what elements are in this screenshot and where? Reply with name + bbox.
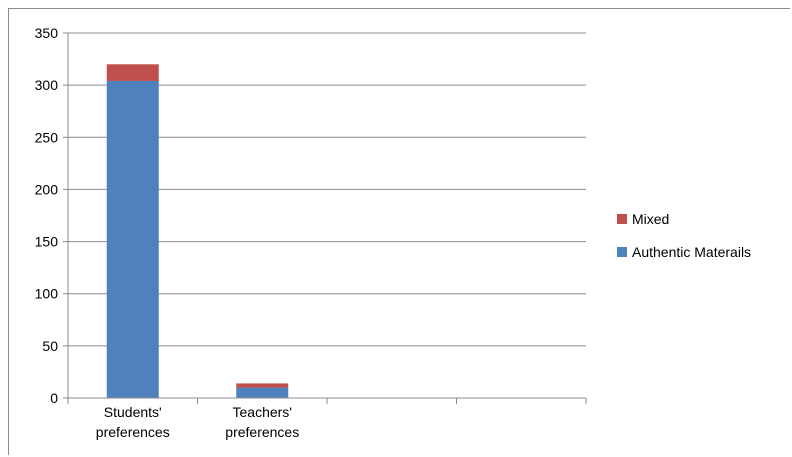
legend-swatch-1: [617, 247, 627, 257]
bar-authentic-1: [236, 387, 289, 398]
y-tick-label-150: 150: [35, 234, 59, 250]
y-tick-label-250: 250: [35, 129, 59, 145]
bar-authentic-0: [106, 80, 159, 398]
legend: Mixed Authentic Materails: [617, 211, 751, 260]
y-tick-labels: 0 50 100 150 200 250 300 350: [35, 25, 59, 406]
x-tick-labels: Students' preferences Teachers' preferences: [96, 404, 299, 440]
legend-label-1: Authentic Materails: [632, 244, 751, 260]
bar-mixed-0: [106, 64, 159, 81]
y-tick-label-50: 50: [42, 338, 58, 354]
legend-label-0: Mixed: [632, 211, 669, 227]
x-tick-label-1-line-1: preferences: [225, 424, 299, 440]
x-tick-label-0-line-0: Students': [104, 404, 162, 420]
legend-swatch-0: [617, 214, 627, 224]
x-tick-label-1-line-0: Teachers': [233, 404, 292, 420]
bar-mixed-1: [236, 383, 289, 388]
y-tick-label-200: 200: [35, 181, 59, 197]
y-tick-label-100: 100: [35, 286, 59, 302]
chart-frame: [8, 8, 790, 455]
y-tick-label-0: 0: [50, 390, 58, 406]
y-tick-label-300: 300: [35, 77, 59, 93]
bars: [106, 64, 289, 398]
y-tick-label-350: 350: [35, 25, 59, 41]
axes: [63, 32, 587, 404]
x-tick-label-0-line-1: preferences: [96, 424, 170, 440]
gridlines: [68, 32, 586, 347]
